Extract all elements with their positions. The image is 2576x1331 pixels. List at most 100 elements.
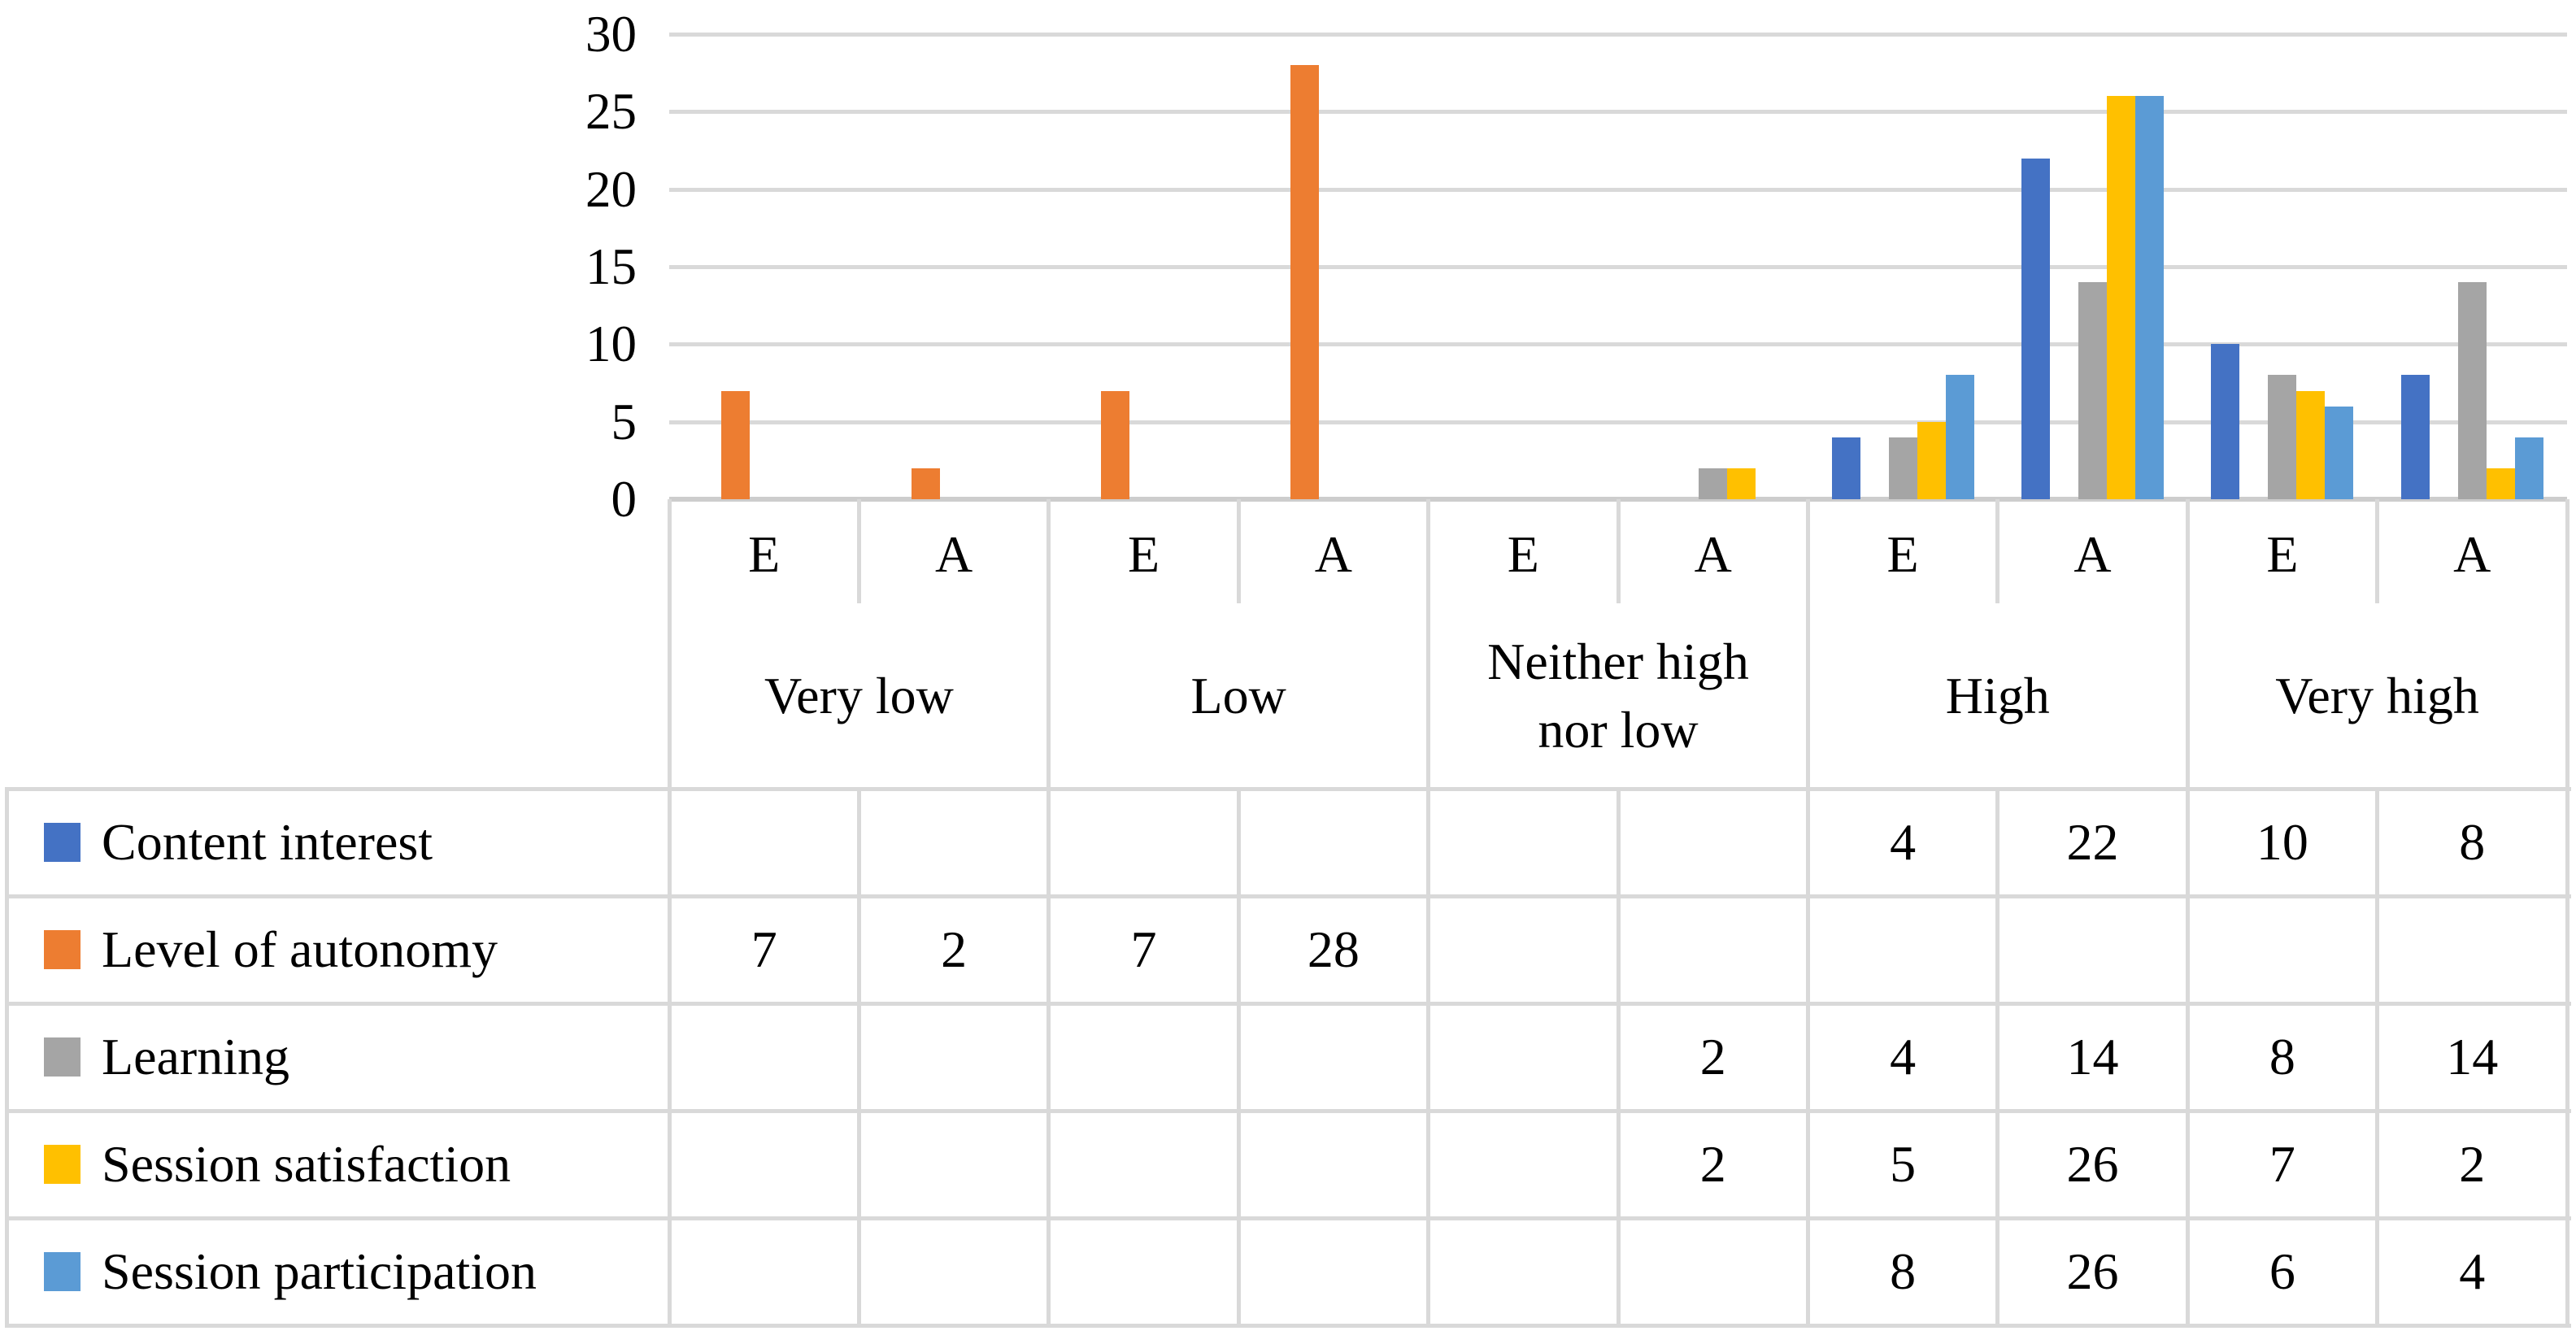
table-value-session-satisfaction-low-a <box>1238 1111 1428 1218</box>
table-value-content-interest-neither-high-nor-low-e <box>1429 789 1618 896</box>
bar-session-satisfaction-very-high-a <box>2486 468 2515 499</box>
table-value-session-participation-very-high-e: 6 <box>2269 1242 2295 1300</box>
table-value-content-interest-very-low-a <box>859 789 1048 896</box>
legend-cell-content-interest: Content interest <box>7 789 669 896</box>
table-row-border <box>7 894 2571 898</box>
table-value-session-satisfaction-low-e <box>1049 1111 1238 1218</box>
axis-sub-label-very-high-e: E <box>2266 525 2299 583</box>
axis-sub-label-high-a: A <box>2073 525 2112 583</box>
table-value-learning-very-low-e <box>669 1003 859 1111</box>
bar-learning-high-a <box>2078 282 2107 499</box>
category-group-divider <box>667 499 672 789</box>
table-value-level-of-autonomy-high-a <box>1998 896 2187 1003</box>
bar-level-of-autonomy-low-e <box>1101 390 1129 499</box>
axis-sub-label-very-low-a: A <box>934 525 973 583</box>
legend-swatch-session-participation <box>44 1252 80 1291</box>
bar-session-satisfaction-very-high-e <box>2296 390 2326 499</box>
table-value-session-satisfaction-neither-high-nor-low-a: 2 <box>1699 1135 1726 1193</box>
legend-cell-session-participation: Session participation <box>7 1218 669 1325</box>
y-tick-label-25: 25 <box>585 83 637 141</box>
series-name-content-interest: Content interest <box>102 813 433 871</box>
table-value-level-of-autonomy-very-high-e <box>2187 896 2377 1003</box>
table-value-session-satisfaction-very-low-a <box>859 1111 1048 1218</box>
legend-cell-learning: Learning <box>7 1003 669 1111</box>
ea-divider <box>2375 499 2380 603</box>
bar-content-interest-high-a <box>2021 158 2050 499</box>
table-column-border <box>1236 786 1241 1328</box>
bar-content-interest-high-e <box>1831 437 1860 499</box>
category-label-low: Low <box>1190 666 1286 724</box>
axis-sub-label-neither-high-nor-low-e: E <box>1507 525 1539 583</box>
category-label-high: High <box>1945 666 2050 724</box>
table-value-content-interest-very-high-e: 10 <box>2256 813 2308 871</box>
table-row-border <box>7 1001 2571 1006</box>
table-value-content-interest-neither-high-nor-low-a <box>1618 789 1808 896</box>
table-value-learning-high-a: 14 <box>2066 1028 2119 1085</box>
table-row-border <box>7 1323 2571 1328</box>
table-value-learning-low-a <box>1238 1003 1428 1111</box>
category-group-divider <box>2185 499 2190 789</box>
table-column-border <box>667 786 672 1328</box>
ea-divider <box>1236 499 1241 603</box>
legend-swatch-level-of-autonomy <box>44 930 80 969</box>
bar-content-interest-very-high-a <box>2400 375 2430 499</box>
series-name-session-satisfaction: Session satisfaction <box>102 1135 511 1193</box>
bar-session-satisfaction-neither-high-nor-low-a <box>1727 468 1756 499</box>
axis-sub-label-low-a: A <box>1314 525 1352 583</box>
ea-divider <box>856 499 861 603</box>
table-value-level-of-autonomy-very-low-a: 2 <box>941 920 968 978</box>
table-column-border <box>1046 786 1051 1328</box>
table-column-border <box>2565 786 2569 1328</box>
table-value-learning-neither-high-nor-low-a: 2 <box>1699 1028 1726 1085</box>
bar-learning-very-high-e <box>2268 375 2297 499</box>
gridline-15 <box>669 265 2567 269</box>
table-value-learning-high-e: 4 <box>1890 1028 1917 1085</box>
table-column-border <box>856 786 861 1328</box>
table-value-session-participation-very-low-a <box>859 1218 1048 1325</box>
table-top-border <box>7 786 2571 791</box>
table-row-border <box>7 1216 2571 1220</box>
legend-swatch-learning <box>44 1037 80 1077</box>
table-value-session-participation-high-a: 26 <box>2066 1242 2119 1300</box>
table-value-level-of-autonomy-neither-high-nor-low-e <box>1429 896 1618 1003</box>
bar-learning-high-e <box>1888 437 1917 499</box>
table-value-content-interest-high-e: 4 <box>1890 813 1917 871</box>
table-value-level-of-autonomy-low-a: 28 <box>1307 920 1360 978</box>
bar-content-interest-very-high-e <box>2211 344 2240 499</box>
bar-learning-very-high-a <box>2457 282 2487 499</box>
axis-sub-label-very-low-e: E <box>748 525 781 583</box>
bar-session-satisfaction-high-e <box>1917 421 1946 499</box>
table-column-border <box>1616 786 1621 1328</box>
table-value-session-satisfaction-neither-high-nor-low-e <box>1429 1111 1618 1218</box>
gridline-25 <box>669 110 2567 115</box>
table-value-content-interest-low-e <box>1049 789 1238 896</box>
axis-sub-label-high-e: E <box>1886 525 1919 583</box>
table-value-content-interest-high-a: 22 <box>2066 813 2119 871</box>
bar-level-of-autonomy-very-low-e <box>721 390 751 499</box>
legend-swatch-session-satisfaction <box>44 1145 80 1184</box>
legend-swatch-content-interest <box>44 823 80 862</box>
table-value-session-participation-very-high-a: 4 <box>2459 1242 2486 1300</box>
table-value-level-of-autonomy-high-e <box>1808 896 1997 1003</box>
table-value-level-of-autonomy-low-e: 7 <box>1130 920 1157 978</box>
axis-sub-label-low-e: E <box>1127 525 1160 583</box>
table-value-session-participation-very-low-e <box>669 1218 859 1325</box>
y-tick-label-0: 0 <box>611 471 637 528</box>
y-tick-label-15: 15 <box>585 238 637 295</box>
category-group-divider <box>1426 499 1431 789</box>
series-name-level-of-autonomy: Level of autonomy <box>102 920 498 978</box>
gridline-5 <box>669 420 2567 424</box>
table-value-session-satisfaction-high-a: 26 <box>2066 1135 2119 1193</box>
legend-cell-level-of-autonomy: Level of autonomy <box>7 896 669 1003</box>
table-value-level-of-autonomy-very-low-e: 7 <box>751 920 777 978</box>
table-value-learning-neither-high-nor-low-e <box>1429 1003 1618 1111</box>
table-value-session-satisfaction-high-e: 5 <box>1890 1135 1917 1193</box>
bar-learning-neither-high-nor-low-a <box>1699 468 1728 499</box>
bar-session-participation-high-e <box>1945 375 1974 499</box>
bar-level-of-autonomy-very-low-a <box>911 468 940 499</box>
gridline-30 <box>669 33 2567 37</box>
bar-session-satisfaction-high-a <box>2107 96 2135 499</box>
table-column-border <box>2375 786 2380 1328</box>
table-value-level-of-autonomy-very-high-a <box>2378 896 2567 1003</box>
